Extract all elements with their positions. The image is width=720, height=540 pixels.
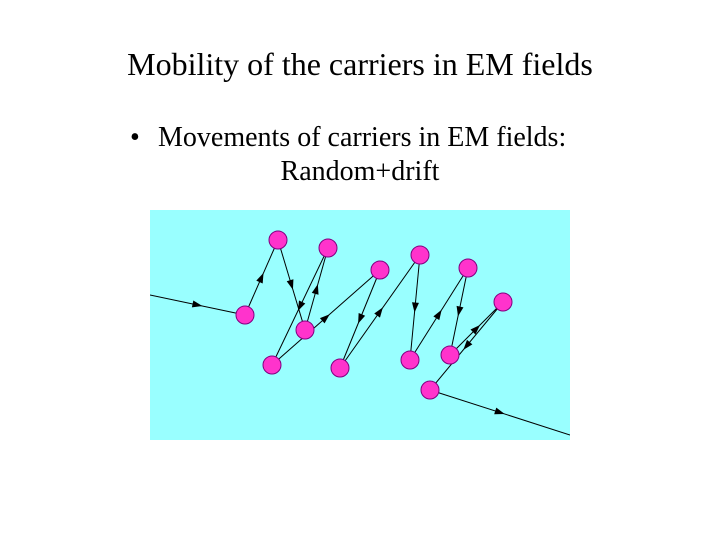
bullet-row: •Movements of carriers in EM fields: xyxy=(130,122,566,154)
diagram-svg xyxy=(150,210,570,440)
slide-title: Mobility of the carriers in EM fields xyxy=(0,46,720,83)
carrier-drift-diagram xyxy=(150,210,570,440)
bullet-marker: • xyxy=(130,122,158,154)
slide: Mobility of the carriers in EM fields •M… xyxy=(0,0,720,540)
bullet-subline: Random+drift xyxy=(0,156,720,188)
bullet-text: Movements of carriers in EM fields: xyxy=(158,122,566,154)
